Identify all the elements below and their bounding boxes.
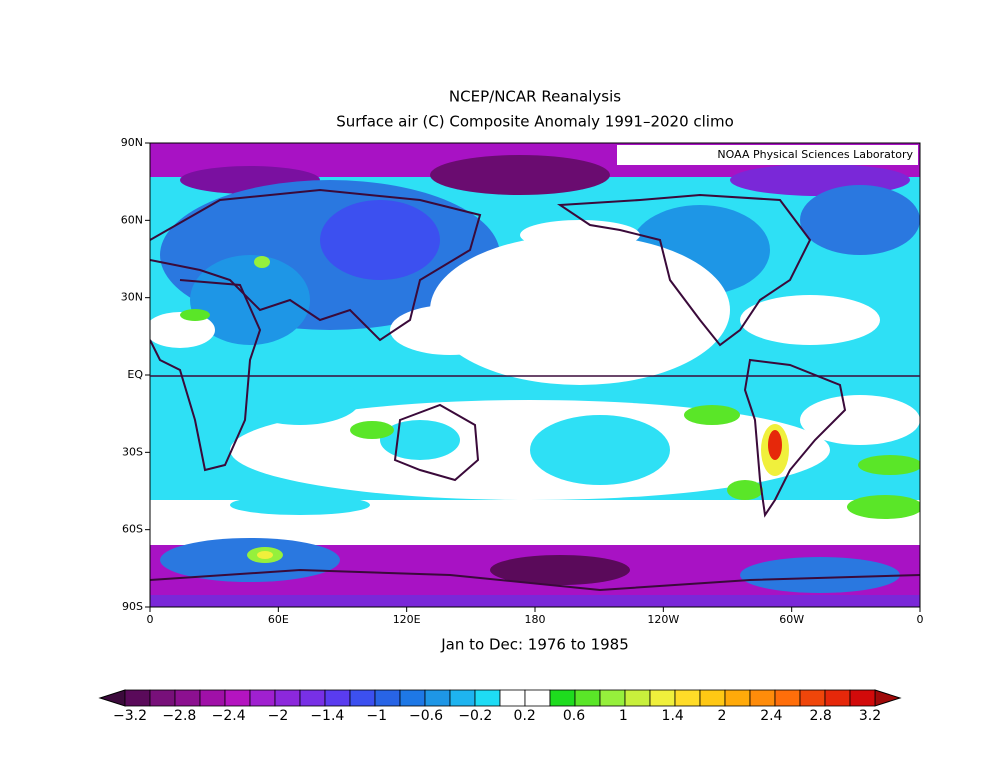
colorbar-swatch — [224, 689, 251, 707]
anomaly-map — [150, 143, 920, 607]
colorbar-swatch — [649, 689, 676, 707]
lon-label: 0 — [917, 613, 924, 626]
colorbar-swatch — [149, 689, 176, 707]
colorbar-low-arrow — [98, 689, 126, 707]
lat-label: 30S — [122, 445, 143, 458]
colorbar-swatch — [799, 689, 826, 707]
period: Jan to Dec: 1976 to 1985 — [440, 636, 629, 654]
lon-label: 60W — [779, 613, 804, 626]
lon-label: 120E — [393, 613, 421, 626]
colorbar-label: 3.2 — [859, 708, 881, 724]
colorbar-swatch — [449, 689, 476, 707]
lat-label: 30N — [121, 291, 143, 304]
colorbar-swatch — [699, 689, 726, 707]
colorbar-label: −0.6 — [409, 708, 443, 724]
colorbar-label: 1.4 — [662, 708, 684, 724]
colorbar-swatch — [199, 689, 226, 707]
lon-label: 180 — [525, 613, 546, 626]
lon-label: 120W — [647, 613, 679, 626]
colorbar-label: 1 — [619, 708, 628, 724]
colorbar-swatch — [324, 689, 351, 707]
subtitle: Surface air (C) Composite Anomaly 1991–2… — [336, 113, 734, 131]
colorbar-label: −2.8 — [162, 708, 196, 724]
colorbar-swatch — [824, 689, 851, 707]
colorbar-label: −1 — [366, 708, 387, 724]
lat-label: 90S — [122, 600, 143, 613]
credit-box — [617, 145, 918, 165]
colorbar-label: 2 — [718, 708, 727, 724]
colorbar-swatch — [724, 689, 751, 707]
colorbar-swatch — [749, 689, 776, 707]
colorbar-swatch — [624, 689, 651, 707]
colorbar-swatch — [274, 689, 301, 707]
colorbar-swatch — [349, 689, 376, 707]
colorbar-label: −2 — [268, 708, 289, 724]
colorbar-label: 2.4 — [760, 708, 782, 724]
colorbar-label: 0.2 — [514, 708, 536, 724]
colorbar-label: −2.4 — [212, 708, 246, 724]
colorbar-high-arrow — [874, 689, 902, 707]
colorbar-label: −0.2 — [458, 708, 492, 724]
colorbar-swatch — [774, 689, 801, 707]
lon-label: 60E — [268, 613, 289, 626]
colorbar-swatch — [374, 689, 401, 707]
colorbar-label: 0.6 — [563, 708, 585, 724]
colorbar-swatch — [399, 689, 426, 707]
lat-label: EQ — [127, 368, 143, 381]
colorbar-swatch — [474, 689, 501, 707]
credit: NOAA Physical Sciences Laboratory — [717, 148, 913, 161]
title: NCEP/NCAR Reanalysis — [449, 88, 621, 106]
colorbar-label: −3.2 — [113, 708, 147, 724]
colorbar-swatch — [424, 689, 451, 707]
colorbar-swatch — [124, 689, 151, 707]
colorbar-swatch — [549, 689, 576, 707]
lat-label: 60S — [122, 523, 143, 536]
colorbar-swatch — [174, 689, 201, 707]
colorbar-swatch — [599, 689, 626, 707]
colorbar-swatch — [849, 689, 876, 707]
lon-label: 0 — [147, 613, 154, 626]
colorbar-swatch — [499, 689, 526, 707]
colorbar-swatch — [249, 689, 276, 707]
colorbar-swatch — [574, 689, 601, 707]
colorbar-swatch — [674, 689, 701, 707]
colorbar-label: −1.4 — [310, 708, 344, 724]
lat-label: 90N — [121, 136, 143, 149]
colorbar-label: 2.8 — [810, 708, 832, 724]
colorbar-swatch — [524, 689, 551, 707]
colorbar-swatch — [299, 689, 326, 707]
lat-label: 60N — [121, 213, 143, 226]
